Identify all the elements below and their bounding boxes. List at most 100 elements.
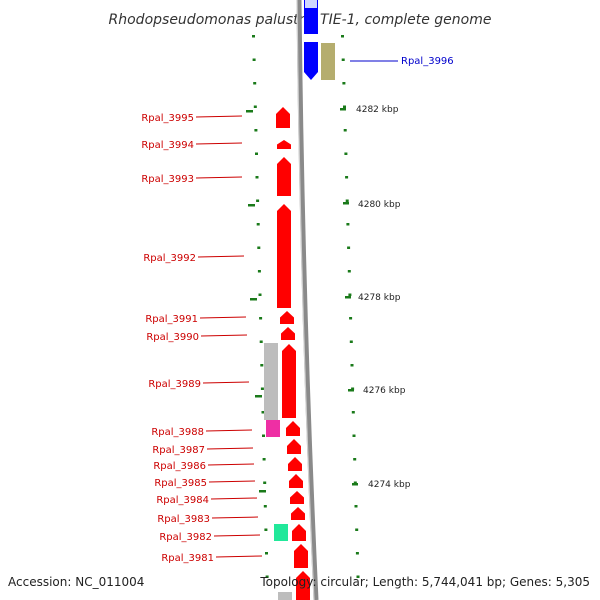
tick-left-major [246, 110, 253, 113]
forward-gene-arrow[interactable] [289, 474, 303, 488]
gene-label[interactable]: Rpal_3983 [157, 514, 210, 525]
gene-label[interactable]: Rpal_3993 [141, 174, 194, 185]
forward-gene-arrow[interactable] [286, 421, 300, 436]
gene-label[interactable]: Rpal_3988 [151, 427, 204, 438]
tick-right [356, 575, 360, 578]
kbp-tick-4276 [348, 389, 354, 392]
tick-right [354, 505, 358, 508]
gene-leader-line [215, 555, 263, 558]
gene-label[interactable]: Rpal_3985 [154, 478, 207, 489]
tick-right [343, 105, 346, 108]
gene-labels: Rpal_3995 Rpal_3994 Rpal_3993 Rpal_3992 Rpal… [141, 113, 214, 564]
gene-label[interactable]: Rpal_3991 [145, 314, 198, 325]
gene-rpal-3997-shade [305, 0, 317, 8]
tick-left [256, 223, 260, 226]
kbp-tick-4282 [340, 108, 346, 111]
feature-rpal-3996-khaki [321, 43, 335, 80]
tick-right [349, 340, 353, 343]
tick-left [252, 58, 256, 61]
tick-left [256, 199, 260, 202]
tick-right [348, 293, 352, 296]
tick-left [259, 317, 263, 320]
forward-gene-arrow[interactable] [282, 344, 296, 418]
gene-label[interactable]: Rpal_3989 [148, 379, 201, 390]
tick-left [255, 152, 258, 155]
gene-label[interactable]: Rpal_3986 [153, 461, 206, 472]
gene-leader-line [207, 463, 255, 466]
gene-rpal-3997-block[interactable] [304, 0, 318, 34]
tick-left-major [255, 395, 262, 398]
tick-left [262, 434, 265, 437]
tick-left [265, 575, 269, 578]
feature-bottom-grey [278, 592, 292, 600]
gene-leader-line [213, 534, 261, 537]
tick-left [263, 505, 267, 508]
forward-gene-arrow[interactable] [287, 439, 301, 454]
gene-label[interactable]: Rpal_3995 [141, 113, 194, 124]
forward-gene-arrow[interactable] [292, 524, 306, 541]
forward-gene-arrow[interactable] [290, 491, 304, 504]
forward-gene-arrow[interactable] [296, 571, 310, 600]
tick-right [352, 434, 356, 437]
tick-right [345, 176, 349, 179]
gene-rpal-3996-block[interactable] [304, 42, 318, 80]
gene-leader-line [211, 516, 259, 519]
gene-label[interactable]: Rpal_3981 [161, 553, 214, 564]
tick-right [353, 458, 357, 461]
gene-leader-line [200, 334, 248, 337]
gene-leader-line [197, 255, 245, 258]
tick-left [252, 35, 255, 38]
tick-marks [246, 35, 360, 578]
gene-leader-line [210, 497, 258, 500]
forward-gene-arrow[interactable] [288, 457, 302, 471]
kbp-label-4280: 4280 kbp [358, 200, 401, 210]
forward-gene-arrow[interactable] [291, 507, 305, 520]
forward-gene-arrow[interactable] [277, 204, 291, 308]
tick-right [351, 411, 355, 414]
kbp-label-4274: 4274 kbp [368, 480, 411, 490]
tick-left [261, 411, 265, 414]
gene-label[interactable]: Rpal_3994 [141, 140, 194, 151]
accession-text: Accession: NC_011004 [8, 575, 144, 589]
gene-label[interactable]: Rpal_3984 [156, 495, 209, 506]
tick-right [345, 199, 349, 202]
tick-left-major [259, 490, 266, 493]
tick-left [253, 105, 257, 108]
tick-right [351, 387, 355, 390]
forward-gene-arrow[interactable] [281, 327, 295, 340]
tick-right [343, 129, 347, 132]
kbp-tick-4280 [343, 202, 349, 205]
forward-gene-arrow[interactable] [277, 157, 291, 196]
tick-right [347, 270, 351, 273]
kbp-label-4276: 4276 kbp [363, 386, 406, 396]
tick-left [254, 129, 258, 132]
gene-label[interactable]: Rpal_3987 [152, 445, 205, 456]
feature-3982-green [274, 524, 288, 541]
feature-3988-magenta [266, 420, 280, 437]
tick-right [346, 223, 350, 226]
tick-right [349, 317, 353, 320]
forward-gene-arrow[interactable] [294, 544, 308, 568]
tick-left [260, 364, 264, 367]
genome-summary-text: Topology: circular; Length: 5,744,041 bp… [259, 575, 590, 589]
gene-label[interactable]: Rpal_3992 [143, 253, 196, 264]
tick-right [353, 481, 357, 484]
genome-backbone [296, 0, 319, 600]
tick-left [263, 481, 267, 484]
gene-leader-line [208, 480, 256, 483]
forward-gene-arrow[interactable] [276, 107, 290, 128]
tick-left [257, 270, 261, 273]
tick-right [355, 552, 359, 555]
gene-label[interactable]: Rpal_3982 [159, 532, 212, 543]
forward-gene-track [276, 107, 310, 600]
kbp-label-4278: 4278 kbp [358, 293, 401, 303]
feature-3989-grey [264, 343, 278, 420]
forward-gene-arrow[interactable] [277, 140, 291, 149]
tick-right [355, 528, 359, 531]
label-rpal-3996[interactable]: Rpal_3996 [401, 56, 454, 67]
gene-label[interactable]: Rpal_3990 [146, 332, 199, 343]
kbp-scale: 4282 kbp 4280 kbp 4278 kbp 4276 kbp 4274… [340, 105, 411, 490]
tick-right [350, 364, 354, 367]
forward-gene-arrow[interactable] [280, 311, 294, 324]
